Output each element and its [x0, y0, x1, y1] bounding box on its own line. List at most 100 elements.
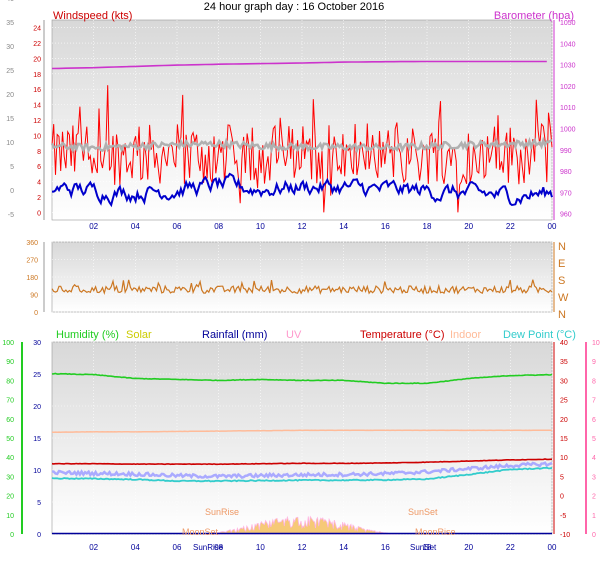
x-tick-label: 08 — [214, 543, 223, 552]
series-feels-like — [51, 461, 553, 480]
tick-label-humidity: 80 — [6, 378, 14, 385]
tick-label-uv: 5 — [592, 436, 596, 443]
tick-label-uv: 6 — [592, 417, 596, 424]
x-tick-label: 08 — [214, 222, 223, 231]
tick-label-humidity: 20 — [6, 494, 14, 501]
tick-label-hpa: 1000 — [560, 127, 576, 134]
tick-label-kts-outer: -5 — [8, 212, 14, 219]
tick-label-temp: -5 — [560, 513, 566, 520]
tick-label-uv: 7 — [592, 398, 596, 405]
astro-annotations: SunRise SunSet MoonSet MoonRise SunRise … — [182, 507, 456, 552]
x-tick-label: 06 — [173, 543, 182, 552]
tick-label-humidity: 10 — [6, 513, 14, 520]
tick-label-temp: 35 — [560, 359, 568, 366]
x-tick-label: 04 — [131, 543, 140, 552]
tick-label-kts-outer: 15 — [6, 116, 14, 123]
tick-label-humidity: 30 — [6, 474, 14, 481]
tick-label-humidity: 100 — [2, 340, 14, 347]
x-tick-label: 12 — [298, 222, 307, 231]
tick-label-uv: 8 — [592, 378, 596, 385]
tick-label-kts: 0 — [37, 210, 41, 217]
series-dewpoint — [51, 466, 553, 483]
tick-label-hpa: 1030 — [560, 63, 576, 70]
tick-label-humidity: 90 — [6, 359, 14, 366]
wind-plot: 024681012141618202224-505101520253035409… — [6, 0, 575, 231]
annotation-sunset: SunSet — [408, 507, 438, 517]
x-tick-label: 10 — [256, 543, 265, 552]
tick-label-hpa: 980 — [560, 169, 572, 176]
tick-label-uv: 4 — [592, 455, 596, 462]
tick-label-temp: 10 — [560, 455, 568, 462]
tick-label-compass: W — [558, 292, 569, 304]
tick-label-kts-outer: 40 — [6, 0, 14, 3]
tick-label-kts-outer: 30 — [6, 44, 14, 51]
tick-label-kts: 10 — [33, 133, 41, 140]
tick-label-compass: N — [558, 309, 566, 321]
tick-label-kts: 4 — [37, 180, 41, 187]
tick-label-deg: 270 — [26, 258, 38, 265]
tick-label-humidity: 0 — [10, 532, 14, 539]
legend-humidity: Humidity (%) — [56, 329, 119, 341]
tick-label-hpa: 990 — [560, 148, 572, 155]
tick-label-kts: 12 — [33, 118, 41, 125]
x-tick-label: 14 — [339, 543, 348, 552]
tick-label-uv: 3 — [592, 474, 596, 481]
tick-label-temp: 40 — [560, 340, 568, 347]
tick-label-deg: 180 — [26, 275, 38, 282]
x-tick-label: 04 — [131, 222, 140, 231]
x-tick-label: 20 — [464, 543, 473, 552]
tick-label-kts-outer: 5 — [10, 164, 14, 171]
series-barometer — [51, 60, 547, 70]
x-tick-label: 10 — [256, 222, 265, 231]
series-wind-direction — [51, 278, 553, 296]
x-tick-label: 02 — [89, 543, 98, 552]
tick-label-kts: 8 — [37, 149, 41, 156]
baro-axis-label: Barometer (hpa) — [494, 10, 574, 22]
tick-label-temp: 15 — [560, 436, 568, 443]
tick-label-uv: 9 — [592, 359, 596, 366]
tick-label-hpa: 1020 — [560, 84, 576, 91]
tick-label-humidity: 60 — [6, 417, 14, 424]
legend-indoor: Indoor — [450, 329, 482, 341]
tick-label-uv: 2 — [592, 494, 596, 501]
panel3-legend: Humidity (%) Solar Rainfall (mm) UV Temp… — [56, 329, 576, 341]
tick-label-compass: N — [558, 241, 566, 253]
tick-label-deg: 90 — [30, 293, 38, 300]
series-wind-average — [52, 172, 553, 208]
tick-label-rain: 25 — [33, 372, 41, 379]
tick-label-rain: 20 — [33, 404, 41, 411]
series-gust-average — [50, 136, 553, 155]
annotation-moonrise: MoonRise — [415, 527, 456, 537]
x-tick-label: 14 — [339, 222, 348, 231]
tick-label-kts: 20 — [33, 56, 41, 63]
tick-label-temp: 5 — [560, 474, 564, 481]
tick-label-temp: 0 — [560, 494, 564, 501]
tick-label-hpa: 960 — [560, 212, 572, 219]
tick-label-hpa: 1010 — [560, 105, 576, 112]
tick-label-rain: 0 — [37, 532, 41, 539]
tick-label-rain: 5 — [37, 500, 41, 507]
tick-label-temp: 30 — [560, 378, 568, 385]
axis-sunset: SunSet — [410, 543, 437, 552]
x-tick-label: 06 — [173, 222, 182, 231]
tick-label-deg: 0 — [34, 310, 38, 317]
tick-label-kts-outer: 35 — [6, 20, 14, 27]
series-humidity — [51, 372, 553, 385]
tick-label-kts-outer: 20 — [6, 92, 14, 99]
tick-label-kts-outer: 25 — [6, 68, 14, 75]
tick-label-compass: E — [558, 258, 565, 270]
temperature-plot: 0102030405060708090100051015202530-10-50… — [2, 340, 600, 552]
tick-label-kts: 6 — [37, 164, 41, 171]
legend-temperature: Temperature (°C) — [360, 329, 444, 341]
tick-label-deg: 360 — [26, 240, 38, 247]
tick-label-temp: 20 — [560, 417, 568, 424]
legend-dewpoint: Dew Point (°C) — [503, 329, 576, 341]
tick-label-kts: 18 — [33, 72, 41, 79]
tick-label-rain: 30 — [33, 340, 41, 347]
annotation-moonset: MoonSet — [182, 527, 219, 537]
tick-label-uv: 10 — [592, 340, 600, 347]
x-tick-label: 00 — [548, 543, 557, 552]
x-tick-label: 22 — [506, 222, 515, 231]
